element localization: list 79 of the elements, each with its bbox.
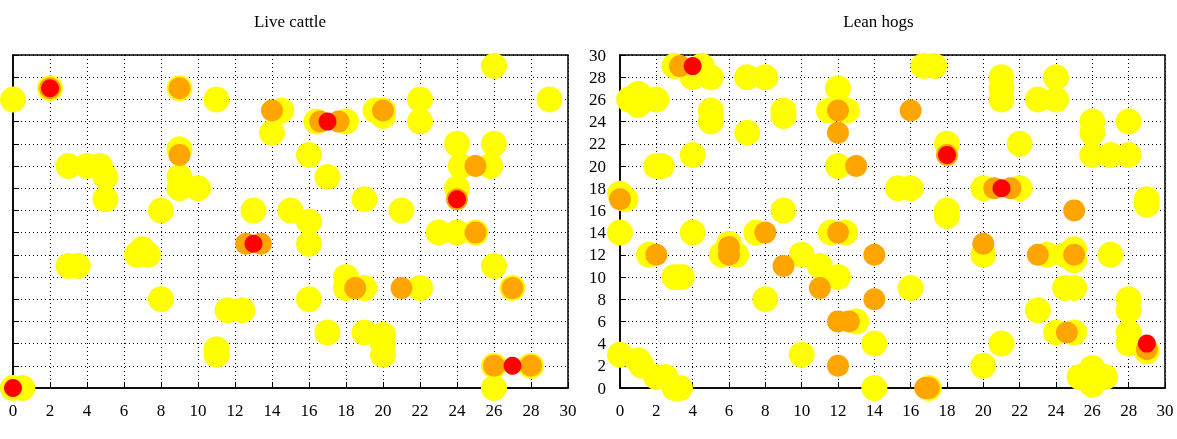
- point: [645, 243, 668, 266]
- y-tick-label: 26: [589, 89, 606, 109]
- point: [683, 57, 702, 76]
- point: [827, 354, 849, 377]
- y-tick-label: 14: [589, 223, 607, 243]
- x-tick-label: 20: [974, 401, 992, 420]
- point: [863, 243, 886, 266]
- x-tick-label: 18: [337, 401, 355, 420]
- y-tick-label: 0: [597, 378, 606, 398]
- point: [754, 221, 777, 244]
- x-tick-label: 6: [119, 401, 129, 420]
- x-tick-label: 28: [1120, 401, 1138, 420]
- x-tick-label: 30: [559, 401, 577, 420]
- point: [772, 254, 795, 277]
- point: [827, 221, 849, 244]
- point: [4, 379, 22, 397]
- x-tick-label: 8: [156, 401, 166, 420]
- y-tick-label: 12: [589, 245, 606, 265]
- x-tick-label: 30: [1156, 401, 1174, 420]
- point: [318, 112, 337, 131]
- y-tick-label: 4: [597, 334, 607, 354]
- x-tick-label: 8: [761, 401, 770, 420]
- y-tick-label: 20: [589, 156, 606, 176]
- point: [503, 356, 522, 375]
- point: [992, 179, 1011, 198]
- x-tick-label: 20: [374, 401, 392, 420]
- y-tick-label: 18: [589, 178, 606, 198]
- point: [244, 234, 263, 253]
- y-tick-label: 28: [589, 67, 606, 87]
- x-tick-label: 14: [263, 401, 281, 420]
- point: [863, 288, 886, 311]
- point: [972, 232, 995, 255]
- y-tick-label: 2: [597, 356, 606, 376]
- x-tick-label: 12: [226, 401, 244, 420]
- x-tick-label: 18: [938, 401, 956, 420]
- y-tick-label: 30: [589, 45, 606, 65]
- x-tick-label: 0: [8, 401, 18, 420]
- point: [168, 143, 191, 166]
- point: [464, 155, 487, 177]
- y-tick-label: 8: [597, 289, 606, 309]
- x-tick-label: 10: [189, 401, 207, 420]
- x-tick-label: 24: [448, 401, 466, 420]
- x-tick-label: 14: [865, 401, 884, 420]
- point: [261, 99, 283, 122]
- x-tick-label: 16: [902, 401, 920, 420]
- x-tick-label: 6: [724, 401, 734, 420]
- x-tick-label: 4: [82, 401, 92, 420]
- y-tick-label: 24: [589, 112, 607, 132]
- chart-title: Live cattle: [253, 12, 327, 31]
- point: [609, 188, 631, 211]
- x-tick-label: 0: [615, 401, 625, 420]
- y-tick-label: 22: [589, 134, 606, 154]
- x-tick-label: 4: [688, 401, 698, 420]
- point: [845, 155, 868, 177]
- x-tick-label: 16: [300, 401, 318, 420]
- point: [899, 99, 922, 122]
- point: [344, 277, 367, 300]
- point: [1063, 199, 1086, 222]
- x-tick-label: 2: [45, 401, 55, 420]
- y-tick-label: 16: [589, 200, 606, 220]
- x-tick-label: 12: [829, 401, 847, 420]
- point: [1026, 243, 1049, 266]
- x-tick-label: 24: [1047, 401, 1065, 420]
- point: [827, 121, 849, 144]
- x-tick-label: 22: [411, 401, 429, 420]
- y-tick-label: 10: [589, 267, 606, 287]
- x-tick-label: 26: [485, 401, 503, 420]
- x-tick-label: 2: [652, 401, 661, 420]
- point: [808, 277, 831, 300]
- x-tick-label: 28: [522, 401, 540, 420]
- x-tick-label: 26: [1083, 401, 1101, 420]
- x-tick-label: 10: [793, 401, 811, 420]
- point: [390, 277, 413, 300]
- x-tick-label: 22: [1011, 401, 1029, 420]
- point: [827, 99, 849, 122]
- y-tick-label: 6: [597, 311, 606, 331]
- point: [1063, 243, 1086, 266]
- point: [1055, 321, 1078, 344]
- chart-title: Lean hogs: [843, 12, 914, 31]
